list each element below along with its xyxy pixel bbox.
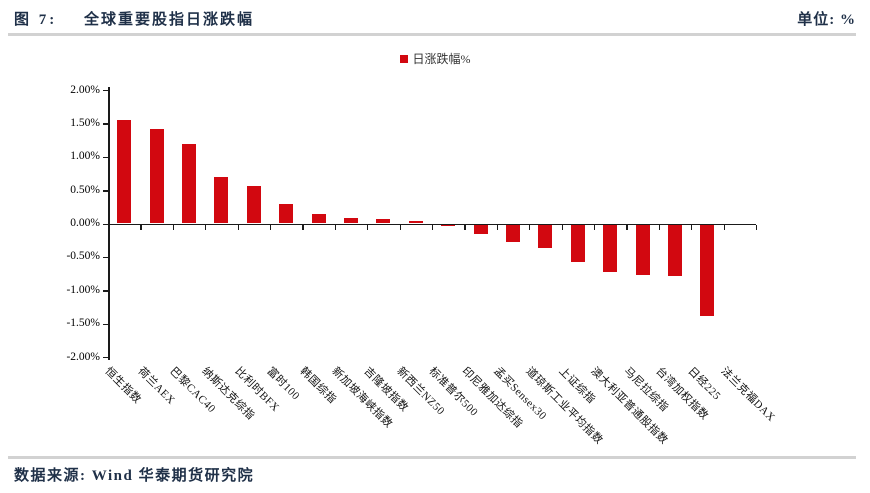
x-axis-tick: [756, 225, 758, 230]
x-axis-label: 法兰克福DAX: [718, 365, 778, 425]
x-axis-tick: [723, 225, 725, 230]
bar-巴黎CAC40: [182, 144, 196, 224]
y-axis-tick-label: -2.00%: [66, 350, 100, 363]
x-axis-tick: [691, 225, 693, 230]
x-axis-tick: [108, 225, 110, 230]
x-axis-tick: [658, 225, 661, 230]
y-axis-tick: [103, 156, 108, 159]
bar-新加坡海峡指数: [344, 218, 358, 224]
bar-富时100: [279, 204, 294, 224]
x-axis-tick: [302, 225, 304, 230]
y-axis-tick-label: 1.50%: [70, 116, 100, 129]
x-axis-tick: [367, 225, 369, 230]
y-axis-tick: [103, 223, 108, 225]
x-axis-tick: [270, 225, 272, 230]
footer-divider: [8, 456, 856, 459]
x-axis-tick: [399, 225, 401, 230]
header-divider: [8, 33, 856, 36]
y-axis-tick-label: 0.50%: [70, 183, 100, 196]
data-source: 数据来源: Wind 华泰期货研究院: [14, 468, 255, 484]
legend-series-label: 日涨跌幅%: [412, 52, 471, 66]
bar-孟买Sensex30: [506, 225, 520, 242]
x-axis-tick: [172, 225, 175, 230]
bar-澳大利亚普通股指数: [603, 225, 618, 272]
bar-标准普尔500: [441, 225, 456, 227]
bar-纳斯达克综指: [214, 177, 229, 224]
bar-荷兰AEX: [149, 128, 164, 224]
bar-新西兰NZ50: [408, 221, 423, 224]
x-axis-line: [108, 223, 756, 226]
bar-日经225: [700, 225, 715, 317]
x-axis-tick: [496, 225, 499, 230]
bar-比利时BFX: [246, 186, 261, 224]
daily-change-bar-chart: 2.00% 1.50% 1.00% 0.50% 0.00% -0.50% -1.00% -1.…: [66, 83, 778, 447]
x-axis-tick: [432, 225, 434, 230]
y-axis-tick: [103, 90, 108, 92]
x-axis-tick: [594, 225, 596, 230]
bar-恒生指数: [117, 120, 132, 224]
y-axis-tick-label: 2.00%: [70, 83, 100, 96]
x-axis-tick: [237, 225, 239, 230]
bar-马尼拉综指: [635, 225, 650, 275]
y-axis-tick: [103, 190, 108, 192]
bar-上证综指: [570, 225, 585, 263]
x-axis-tick: [626, 225, 628, 230]
chart-legend: 日涨跌幅%: [0, 50, 870, 67]
figure-title: 全球重要股指日涨跌幅: [84, 12, 255, 28]
y-axis-tick-label: -1.00%: [66, 283, 100, 296]
y-axis-tick: [103, 357, 108, 359]
figure-number: 图 7:: [14, 12, 58, 28]
y-axis-tick: [103, 256, 108, 259]
x-axis-tick: [561, 225, 563, 230]
bar-印尼雅加达综指: [473, 225, 488, 234]
y-axis-tick: [103, 123, 108, 125]
x-axis-tick: [140, 225, 142, 230]
y-axis-tick-label: 0.00%: [70, 217, 100, 229]
bar-韩国综指: [311, 214, 326, 224]
bar-台湾加权指数: [668, 225, 682, 277]
y-axis-tick-label: 1.00%: [70, 150, 100, 163]
bar-吉隆坡指数: [376, 219, 391, 224]
y-axis-tick-label: -1.50%: [66, 317, 100, 330]
x-axis-tick: [334, 225, 337, 230]
x-axis-tick: [205, 225, 207, 230]
y-axis-tick-label: -0.50%: [66, 250, 100, 263]
y-axis-tick: [103, 290, 108, 292]
legend-swatch-icon: [399, 54, 408, 63]
unit-label: 单位: %: [797, 12, 856, 28]
bar-道琼斯工业平均指数: [538, 225, 553, 249]
x-axis-tick: [464, 225, 466, 230]
y-axis-tick: [103, 323, 108, 326]
x-axis-tick: [529, 225, 531, 230]
